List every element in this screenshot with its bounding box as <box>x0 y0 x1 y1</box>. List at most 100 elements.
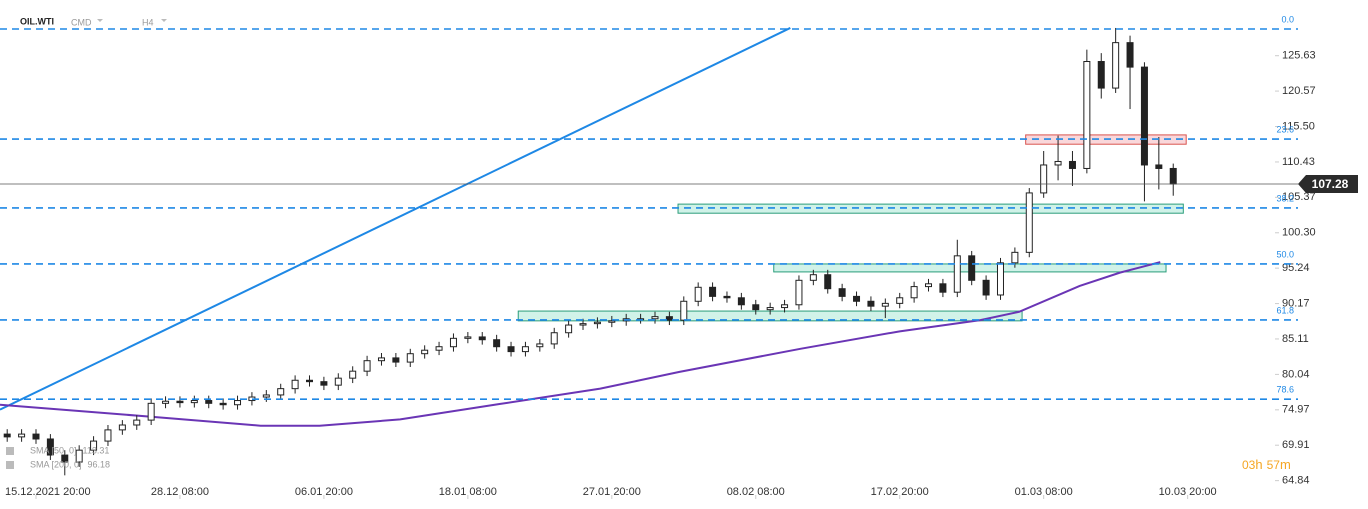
candle-body <box>1140 66 1148 166</box>
candle-body <box>435 346 443 351</box>
candle-body <box>334 377 342 386</box>
legend-value: 96.18 <box>88 459 111 469</box>
y-tick-label: 115.50 <box>1282 120 1315 132</box>
dropdown-icon[interactable] <box>161 19 167 22</box>
candle-body <box>723 295 731 299</box>
candle-body <box>464 336 472 339</box>
legend-name: SMA [50, 0] <box>30 445 77 455</box>
candle-body <box>550 332 558 345</box>
candle-body <box>752 304 760 311</box>
y-tick-label: 64.84 <box>1282 475 1310 487</box>
y-tick-label: 85.11 <box>1282 333 1309 345</box>
candle-body <box>608 320 616 323</box>
candle-body <box>1083 61 1091 169</box>
candle-body <box>277 388 285 396</box>
market: CMD <box>71 17 92 27</box>
y-tick-label: 80.04 <box>1282 368 1310 380</box>
candle-body <box>982 279 990 296</box>
candle-body <box>306 379 314 383</box>
candle-body <box>766 307 774 311</box>
x-tick-label: 08.02 08:00 <box>727 486 785 498</box>
candle-body <box>853 295 861 302</box>
candle-body <box>968 255 976 281</box>
countdown-part: 57 <box>1267 458 1281 472</box>
candle-body <box>61 454 69 463</box>
candle-body <box>680 300 688 321</box>
candle-body <box>1126 42 1134 68</box>
candle-body <box>996 262 1004 296</box>
candle-body <box>795 279 803 306</box>
trendline <box>0 27 791 411</box>
candle-body <box>1169 167 1177 185</box>
candle-body <box>147 402 155 421</box>
candle-body <box>1155 164 1163 169</box>
candle-body <box>1025 192 1033 253</box>
y-tick-label: 95.24 <box>1282 262 1310 274</box>
candle-body <box>291 379 299 390</box>
x-tick-label: 10.03 20:00 <box>1159 486 1217 498</box>
symbol[interactable]: OIL.WTI <box>20 16 54 26</box>
fib-label: 61.8 <box>1276 305 1294 315</box>
candle-body <box>881 302 889 307</box>
candle-body <box>896 297 904 304</box>
y-tick-label: 90.17 <box>1282 297 1310 309</box>
candle-body <box>363 360 371 372</box>
candle-body <box>1068 160 1076 169</box>
candle-body <box>953 255 961 293</box>
candle-body <box>478 336 486 341</box>
fib-label: 78.6 <box>1276 385 1294 395</box>
candle-body <box>824 274 832 290</box>
candle-body <box>219 402 227 406</box>
last-price-label: 107.28 <box>1312 177 1349 191</box>
y-tick-label: 100.30 <box>1282 227 1316 239</box>
candle-body <box>421 349 429 355</box>
x-tick-label: 28.12 08:00 <box>151 486 209 498</box>
interval[interactable]: H4 <box>142 17 154 27</box>
candle-body <box>536 343 544 348</box>
x-tick-label: 18.01 08:00 <box>439 486 497 498</box>
countdown: 03h 57m <box>1242 457 1291 472</box>
candle-body <box>493 339 501 348</box>
candle-body <box>737 297 745 306</box>
x-tick-label: 27.01 20:00 <box>583 486 641 498</box>
candle-body <box>1112 42 1120 89</box>
candle-body <box>377 357 385 362</box>
candle-body <box>406 353 414 363</box>
candle-body <box>205 400 213 404</box>
sma-line <box>0 261 1161 427</box>
candle-body <box>867 300 875 307</box>
y-tick-label: 74.97 <box>1282 404 1310 416</box>
x-tick-label: 01.03 08:00 <box>1015 486 1073 498</box>
candle-body <box>809 274 817 281</box>
x-tick-label: 17.02 20:00 <box>871 486 929 498</box>
candle-body <box>565 324 573 334</box>
candle-body <box>1011 251 1019 264</box>
candle-body <box>579 323 587 326</box>
x-tick-label: 06.01 20:00 <box>295 486 353 498</box>
dropdown-icon[interactable] <box>97 19 103 22</box>
countdown-part: h <box>1255 457 1262 472</box>
y-tick-label: 125.63 <box>1282 50 1316 62</box>
candle-body <box>709 286 717 297</box>
candle-body <box>349 370 357 379</box>
candle-body <box>1054 160 1062 166</box>
candle-body <box>262 394 270 398</box>
candle-body <box>665 316 673 321</box>
candle-body <box>32 433 40 440</box>
candle-body <box>694 286 702 302</box>
y-tick-label: 120.57 <box>1282 85 1316 97</box>
price-flag <box>1298 174 1358 193</box>
candle-body <box>162 400 170 404</box>
countdown-part: 03 <box>1242 458 1256 472</box>
candle-body <box>838 288 846 297</box>
candle-body <box>1097 61 1105 89</box>
y-tick-label: 110.43 <box>1282 156 1315 168</box>
fib-label: 50.0 <box>1276 249 1294 259</box>
fib-label: 38.2 <box>1276 193 1294 203</box>
candle-body <box>118 424 126 431</box>
candle-body <box>46 438 54 456</box>
candle-body <box>18 433 26 438</box>
candle-body <box>910 286 918 299</box>
candle-body <box>925 283 933 288</box>
